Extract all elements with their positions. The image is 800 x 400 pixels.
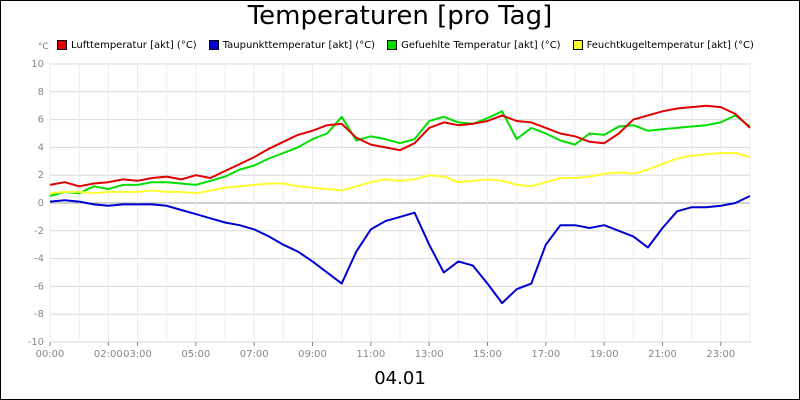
x-tick-label: 21:00 (648, 349, 677, 360)
legend-item-gefuehlte-temperatur: Gefuehlte Temperatur [akt] (°C) (387, 38, 561, 52)
x-tick-label: 02:00 (94, 349, 123, 360)
legend-label-taupunkttemperatur: Taupunkttemperatur [akt] (°C) (222, 39, 376, 51)
y-tick-label: -2 (34, 226, 44, 237)
series-line-0 (49, 104, 751, 188)
x-tick-label: 23:00 (706, 349, 735, 360)
legend-swatch-gefuehlte-temperatur (387, 40, 398, 50)
series-line-2 (49, 110, 751, 197)
y-tick-label: 6 (38, 115, 44, 126)
legend-label-gefuehlte-temperatur: Gefuehlte Temperatur [akt] (°C) (401, 39, 561, 51)
y-tick-label: -4 (34, 254, 44, 265)
x-tick-label: 15:00 (473, 349, 502, 360)
x-tick-label: 13:00 (415, 349, 444, 360)
legend-swatch-lufttemperatur (57, 40, 67, 50)
x-tick-label: 07:00 (240, 349, 269, 360)
legend-swatch-taupunkttemperatur (208, 40, 219, 50)
series-line-3 (49, 152, 751, 195)
y-tick-label: 2 (38, 170, 44, 181)
y-axis-unit: °C (38, 42, 49, 52)
y-tick-label: -8 (34, 309, 44, 320)
y-tick-label: -6 (34, 281, 44, 292)
y-tick-label: -10 (28, 337, 44, 348)
legend: Lufttemperatur [akt] (°C) Taupunkttemper… (57, 38, 766, 52)
x-tick-label: 17:00 (531, 349, 560, 360)
x-tick-label: 00:00 (36, 349, 65, 360)
y-tick-label: 10 (31, 59, 44, 70)
y-tick-label: 4 (38, 142, 44, 153)
x-tick-label: 03:00 (123, 349, 152, 360)
legend-label-feuchtkugeltemperatur: Feuchtkugeltemperatur [akt] (°C) (586, 39, 754, 51)
legend-item-taupunkttemperatur: Taupunkttemperatur [akt] (°C) (208, 38, 376, 52)
legend-item-lufttemperatur: Lufttemperatur [akt] (°C) (57, 38, 197, 52)
legend-label-lufttemperatur: Lufttemperatur [akt] (°C) (71, 39, 197, 51)
x-tick-label: 11:00 (356, 349, 385, 360)
legend-swatch-feuchtkugeltemperatur (572, 40, 583, 50)
legend-item-feuchtkugeltemperatur: Feuchtkugeltemperatur [akt] (°C) (572, 38, 754, 52)
x-tick-label: 09:00 (298, 349, 327, 360)
x-tick-label: 19:00 (590, 349, 619, 360)
y-tick-label: 8 (38, 87, 44, 98)
x-tick-label: 05:00 (181, 349, 210, 360)
chart-title: Temperaturen [pro Tag] (247, 1, 553, 31)
y-tick-label: 0 (38, 198, 44, 209)
x-axis-date-label: 04.01 (374, 368, 426, 389)
series-line-1 (49, 195, 751, 305)
